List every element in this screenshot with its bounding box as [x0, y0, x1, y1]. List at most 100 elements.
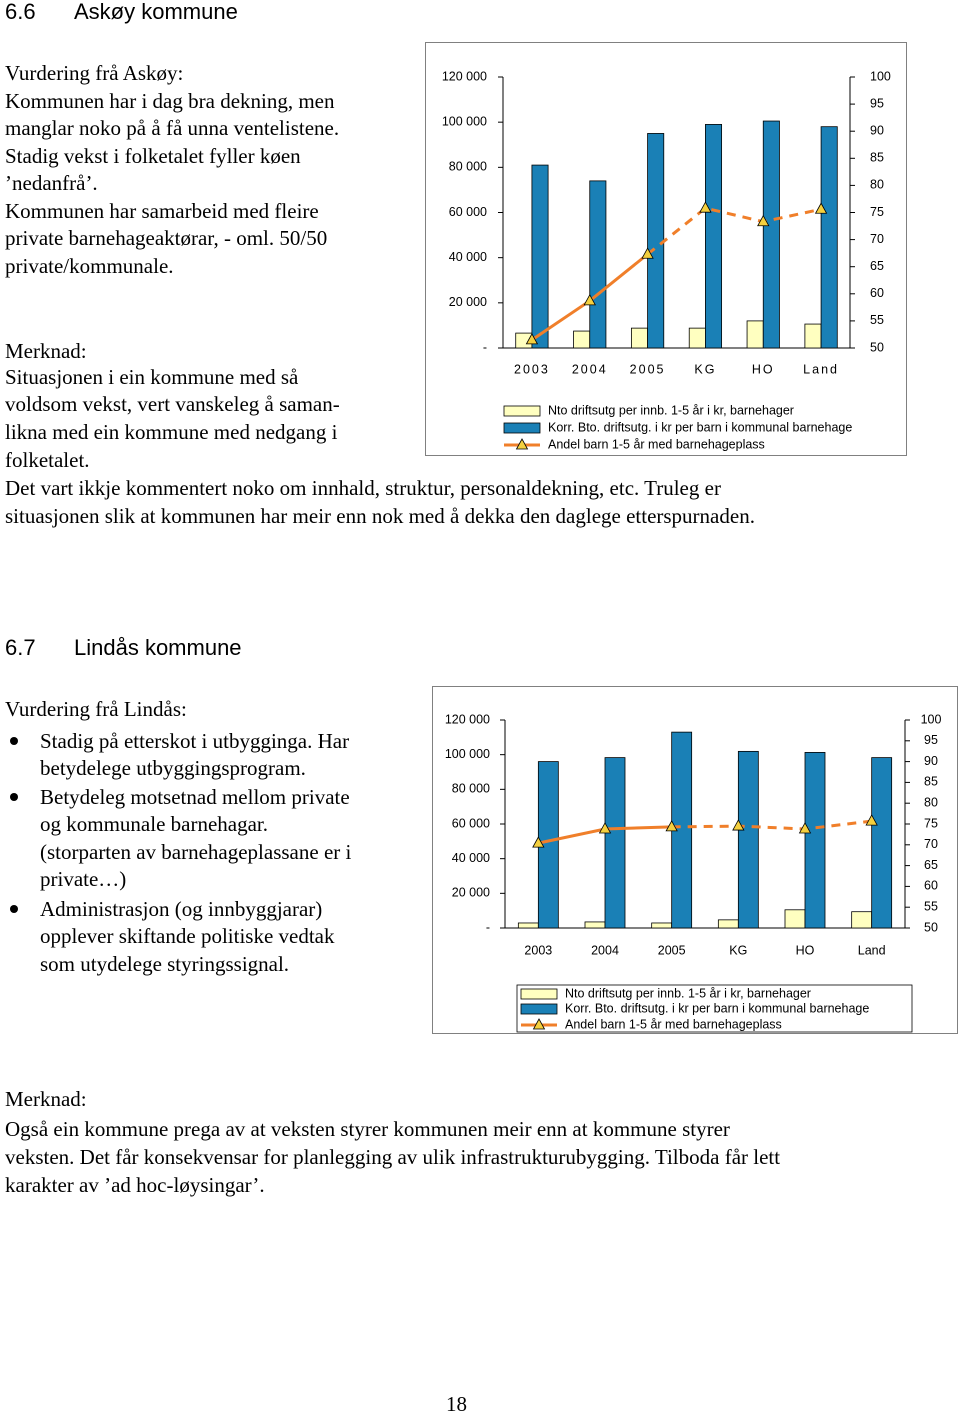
line-marker: [865, 814, 878, 826]
x-tick-label: 2003: [524, 943, 552, 957]
y-tick-label: 40 000: [449, 250, 487, 264]
note-line: karakter av ’ad hoc-løysingar’.: [5, 1173, 265, 1197]
bar: [871, 757, 893, 929]
text-line: Vurdering frå Askøy:: [5, 61, 184, 85]
section-number: 6.7: [5, 635, 36, 660]
bullet-line: (storparten av barnehageplassane er i: [40, 840, 352, 864]
y-tick-label: 120 000: [442, 69, 487, 83]
bar: [630, 327, 648, 349]
y2-tick-label: 80: [924, 795, 938, 809]
bar: [746, 320, 764, 349]
bar: [737, 750, 759, 929]
bar: [517, 922, 539, 929]
bar: [647, 133, 665, 349]
bar: [531, 164, 549, 349]
bullet: [10, 737, 18, 745]
note-line: veksten. Det får konsekvensar for planle…: [5, 1145, 781, 1169]
bar: [717, 919, 739, 929]
y2-tick-label: 95: [870, 96, 884, 110]
y-tick-label: 20 000: [452, 886, 490, 900]
chart: - 20 000 40 000 60 000 80 000 100 000 120 000 5…: [432, 686, 958, 1034]
text-line: situasjonen slik at kommunen har meir en…: [5, 504, 755, 528]
line-marker: [525, 333, 539, 345]
text-line: Kommunen har i dag bra dekning, men: [5, 89, 335, 113]
y2-tick-label: 90: [870, 123, 884, 137]
chart: - 20 000 40 000 60 000 80 000 100 000 120 000 5…: [425, 42, 907, 456]
legend-label: Nto driftsutg per innb. 1-5 år i kr, bar…: [548, 403, 794, 417]
y2-tick-label: 100: [921, 712, 942, 726]
text-line: ’nedanfrå’.: [5, 171, 98, 195]
note-line: Også ein kommune prega av at veksten sty…: [5, 1117, 730, 1141]
y-tick-label: 80 000: [452, 782, 490, 796]
legend-label: Nto driftsutg per innb. 1-5 år i kr, bar…: [565, 986, 811, 1000]
line-marker: [532, 836, 545, 848]
y2-tick-label: 55: [924, 899, 938, 913]
y-tick-label: 60 000: [452, 816, 490, 830]
bullet: [10, 905, 18, 913]
bar: [584, 921, 606, 929]
bullet-line: og kommunale barnehagar.: [40, 812, 269, 836]
text-line: private barnehageaktørar, - oml. 50/50: [5, 226, 328, 250]
legend-marker: [515, 438, 529, 450]
page-number: 18: [446, 1392, 467, 1416]
text-line: Det vart ikkje kommentert noko om innhal…: [5, 476, 721, 500]
y2-tick-label: 100: [870, 69, 891, 83]
section-title: Askøy kommune: [74, 0, 238, 24]
y2-tick-label: 70: [870, 232, 884, 246]
note-line: Merknad:: [5, 1087, 87, 1111]
y-tick-label: 100 000: [442, 114, 487, 128]
note-line: Merknad:: [5, 339, 87, 363]
legend-frame: [516, 984, 913, 1033]
section-title: Lindås kommune: [74, 635, 242, 660]
x-tick-label: KG: [694, 362, 716, 376]
legend-label: Andel barn 1-5 år med barnehageplass: [548, 437, 765, 451]
line-series: [671, 819, 872, 831]
note-line: folketalet.: [5, 448, 90, 472]
x-tick-label: 2003: [514, 362, 550, 376]
x-tick-label: 2004: [591, 943, 619, 957]
y2-tick-label: 55: [870, 313, 884, 327]
legend-marker: [532, 1018, 546, 1030]
bar: [762, 120, 780, 349]
bullet-line: Stadig på etterskot i utbygginga. Har: [40, 729, 350, 753]
y-tick-label: 80 000: [449, 160, 487, 174]
note-line: Situasjonen i ein kommune med så: [5, 365, 299, 389]
bar: [688, 327, 706, 349]
y2-tick-label: 75: [924, 816, 938, 830]
text-line: manglar noko på å få unna ventelistene.: [5, 116, 340, 140]
bullet-line: opplever skiftande politiske vedtak: [40, 924, 335, 948]
y2-tick-label: 95: [924, 733, 938, 747]
y-tick-label: 120 000: [445, 712, 490, 726]
note-line: likna med ein kommune med nedgang i: [5, 420, 338, 444]
y2-tick-label: 65: [870, 259, 884, 273]
bullet-line: Betydeleg motsetnad mellom private: [40, 785, 350, 809]
y2-tick-label: 50: [924, 920, 938, 934]
y2-tick-label: 90: [924, 754, 938, 768]
legend-label: Andel barn 1-5 år med barnehageplass: [565, 1017, 782, 1031]
y2-tick-label: 85: [870, 151, 884, 165]
legend-swatch: [520, 1003, 558, 1015]
x-tick-label: HO: [752, 362, 775, 376]
y2-tick-label: 50: [870, 340, 884, 354]
legend-label: Korr. Bto. driftsutg. i kr per barn i ko…: [565, 1001, 869, 1015]
y-tick-label: -: [483, 340, 487, 354]
bullet-line: som utydelege styringssignal.: [40, 952, 290, 976]
y2-tick-label: 65: [924, 858, 938, 872]
text-line: Vurdering frå Lindås:: [5, 697, 187, 721]
y-tick-label: -: [486, 920, 490, 934]
bar: [804, 752, 826, 929]
bullet-line: Administrasjon (og innbyggjarar): [40, 897, 323, 921]
line-marker: [583, 294, 596, 306]
line-marker: [757, 214, 770, 227]
x-tick-label: HO: [796, 943, 815, 957]
x-tick-label: Land: [858, 943, 886, 957]
x-tick-label: 2004: [572, 362, 608, 376]
section-number: 6.6: [5, 0, 36, 24]
y-tick-label: 100 000: [445, 747, 490, 761]
note-line: voldsom vekst, vert vanskeleg å saman-: [5, 392, 340, 416]
y2-tick-label: 60: [924, 879, 938, 893]
y-tick-label: 20 000: [449, 295, 487, 309]
legend-swatch: [503, 422, 541, 434]
bar: [573, 330, 591, 349]
legend-swatch: [503, 405, 541, 417]
